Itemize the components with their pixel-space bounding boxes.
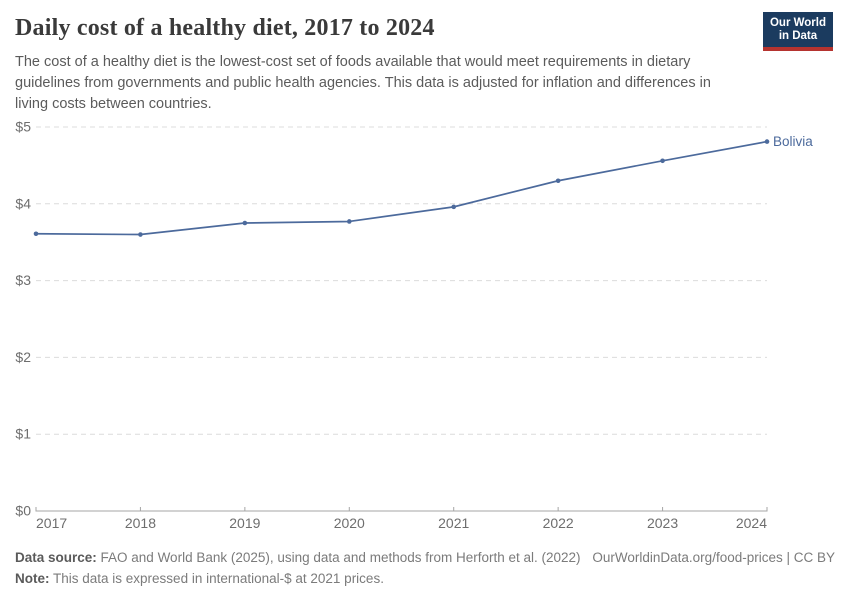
series-line: [35, 140, 768, 236]
y-tick-label: $5: [15, 119, 31, 135]
y-tick-label: $0: [15, 503, 31, 519]
chart-subtitle: The cost of a healthy diet is the lowest…: [15, 54, 711, 112]
data-point: [242, 220, 248, 226]
y-tick-label: $2: [15, 349, 31, 365]
y-tick-label: $4: [15, 195, 31, 211]
x-tick-label: 2021: [438, 515, 469, 531]
note-label: Note:: [15, 571, 50, 586]
chart-title: Daily cost of a healthy diet, 2017 to 20…: [15, 15, 435, 41]
x-tick-label: 2020: [334, 515, 365, 531]
data-point: [33, 231, 39, 237]
data-source-label: Data source:: [15, 550, 97, 565]
chart-footer: Data source: FAO and World Bank (2025), …: [15, 547, 835, 589]
x-axis-line: [35, 507, 768, 512]
data-point: [451, 204, 457, 210]
owid-logo[interactable]: Our World in Data: [762, 12, 833, 51]
data-point: [555, 178, 561, 184]
y-tick-label: $3: [15, 272, 31, 288]
data-point: [346, 219, 352, 224]
data-source: Data source: FAO and World Bank (2025), …: [15, 547, 581, 568]
data-point: [764, 139, 770, 144]
rights-link[interactable]: OurWorldinData.org/food-prices | CC BY: [592, 550, 835, 565]
x-tick-label: 2022: [543, 515, 574, 531]
data-source-text: FAO and World Bank (2025), using data an…: [96, 550, 581, 565]
x-tick-label: 2023: [647, 515, 678, 531]
owid-logo-line1: Our World: [769, 17, 826, 29]
series-end-label: Bolivia: [773, 134, 813, 149]
chart-header: Daily cost of a healthy diet, 2017 to 20…: [0, 0, 850, 115]
line-chart: $0 $1 $2 $3 $4 $5 2017 2018 2019 2020 2021 2022 2023…: [15, 119, 813, 532]
x-tick-label: 2024: [736, 515, 767, 531]
x-tick-label: 2018: [125, 515, 156, 531]
owid-logo-line2: in Data: [778, 30, 818, 42]
x-tick-label: 2019: [229, 515, 260, 531]
y-tick-label: $1: [15, 426, 31, 442]
x-tick-label: 2017: [36, 515, 67, 531]
note: Note: This data is expressed in internat…: [15, 568, 384, 589]
data-point: [660, 158, 665, 164]
data-point: [138, 232, 143, 237]
note-text: This data is expressed in international-…: [49, 571, 384, 586]
